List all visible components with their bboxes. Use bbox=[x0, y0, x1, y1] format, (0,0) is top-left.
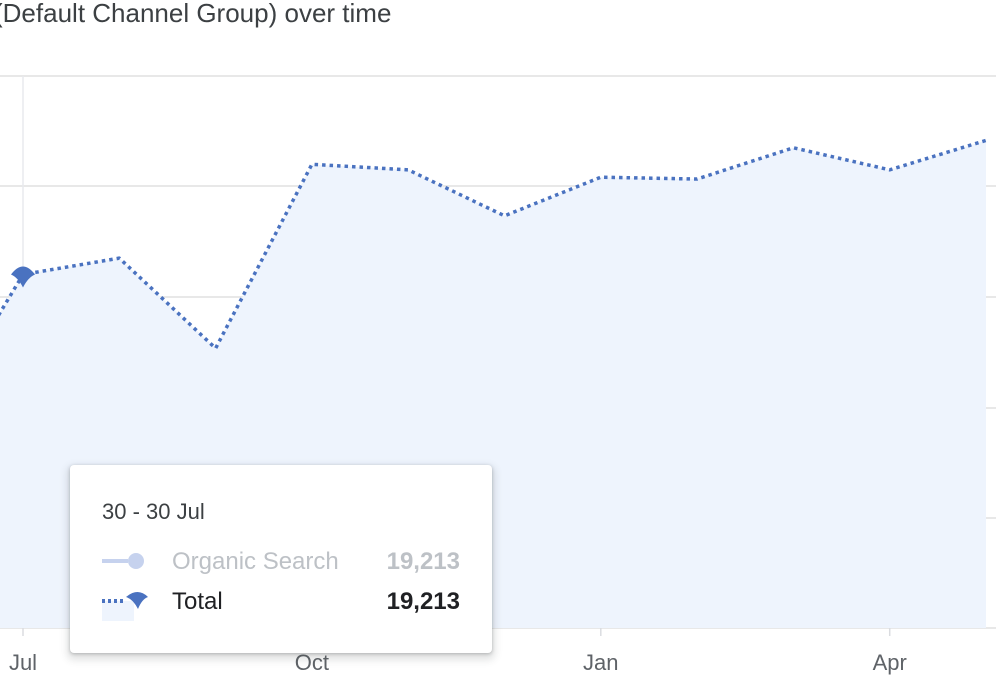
total-data-point bbox=[598, 174, 604, 180]
total-data-point bbox=[405, 167, 411, 173]
line-layer bbox=[0, 138, 987, 351]
total-data-point bbox=[502, 213, 508, 219]
x-tick-label: Jul bbox=[9, 650, 37, 675]
tooltip-date: 30 - 30 Jul bbox=[102, 499, 205, 524]
tooltip-row-value: 19,213 bbox=[386, 588, 460, 615]
tooltip-row-label: Total bbox=[172, 588, 223, 615]
marker-layer bbox=[11, 137, 989, 351]
active-point-marker bbox=[11, 266, 35, 288]
total-data-point bbox=[790, 145, 796, 151]
tooltip-row-total[interactable]: Total 19,213 bbox=[102, 585, 460, 621]
organic-search-legend-icon bbox=[102, 553, 144, 569]
total-data-point bbox=[116, 255, 122, 261]
tooltip-row-value: 19,213 bbox=[386, 548, 460, 575]
chart-title: (Default Channel Group) over time bbox=[0, 0, 392, 28]
x-axis-ticks: Jul Oct Jan Apr bbox=[9, 628, 907, 675]
total-data-point bbox=[694, 176, 700, 182]
total-data-point bbox=[887, 167, 893, 173]
tooltip-row-organic-search[interactable]: Organic Search 19,213 bbox=[102, 545, 460, 577]
total-data-point bbox=[213, 345, 219, 351]
x-tick-label: Oct bbox=[295, 650, 329, 675]
chart-tooltip: 30 - 30 Jul Organic Search 19,213 Total … bbox=[70, 465, 492, 653]
total-data-point bbox=[309, 161, 315, 167]
total-data-point bbox=[983, 137, 989, 143]
x-tick-label: Apr bbox=[873, 650, 907, 675]
total-series-line bbox=[0, 138, 987, 351]
total-legend-icon bbox=[102, 592, 148, 621]
x-tick-label: Jan bbox=[583, 650, 618, 675]
tooltip-row-label: Organic Search bbox=[172, 548, 339, 575]
